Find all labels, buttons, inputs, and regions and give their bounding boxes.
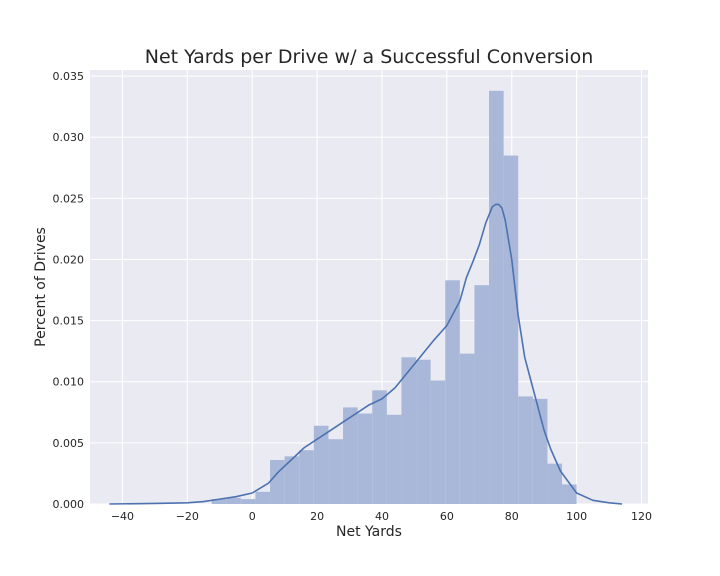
x-tick-label: 120: [631, 510, 652, 523]
y-tick-label: 0.010: [53, 376, 85, 389]
x-tick-label: 100: [566, 510, 587, 523]
histogram-bar: [284, 456, 300, 504]
density-curve: [109, 203, 623, 505]
histogram-bar: [562, 484, 577, 504]
y-tick-label: 0.020: [53, 253, 85, 266]
y-tick-label: 0.000: [53, 498, 85, 511]
histogram-bar: [503, 155, 519, 505]
x-tick-label: −40: [111, 510, 134, 523]
histogram-bar: [357, 413, 373, 504]
histogram-bar: [474, 285, 490, 504]
histogram-bar: [489, 90, 504, 505]
x-tick-label: 40: [375, 510, 389, 523]
histogram-bar: [547, 463, 563, 504]
x-tick-label: 60: [440, 510, 454, 523]
histogram-bar: [299, 450, 314, 504]
y-tick-label: 0.005: [53, 437, 85, 450]
x-tick-label: −20: [176, 510, 199, 523]
y-tick-label: 0.030: [53, 131, 85, 144]
histogram-bar: [459, 353, 475, 504]
x-tick-label: 20: [310, 510, 324, 523]
histogram-bar: [255, 491, 271, 504]
y-tick-label: 0.025: [53, 192, 85, 205]
y-tick-label: 0.035: [53, 70, 85, 83]
histogram-bar: [211, 499, 227, 504]
x-axis-label: Net Yards: [336, 524, 402, 540]
histogram-bar: [343, 407, 358, 504]
histogram-bar: [372, 390, 387, 504]
histogram-bar: [270, 459, 285, 504]
x-axis-ticks: −40 −20 0 20 40 60 80 100 120: [111, 510, 652, 523]
histogram-bar: [401, 357, 417, 504]
histogram-bar: [313, 425, 329, 504]
histogram-bars: [211, 90, 577, 505]
y-tick-label: 0.015: [53, 315, 85, 328]
histogram-bar: [532, 398, 548, 504]
histogram-bar: [328, 439, 344, 504]
histogram-bar: [386, 414, 402, 504]
histogram-bar: [445, 280, 460, 504]
histogram-bar: [518, 396, 533, 504]
histogram-bar: [240, 499, 256, 504]
histogram-bar: [226, 497, 241, 504]
y-axis-ticks: 0.000 0.005 0.010 0.015 0.020 0.025 0.030 0.035: [53, 70, 85, 511]
y-axis-label: Percent of Drives: [33, 227, 49, 347]
x-tick-label: 80: [505, 510, 519, 523]
histogram-bar: [416, 359, 431, 504]
x-tick-label: 0: [249, 510, 256, 523]
histogram-bar: [430, 380, 446, 504]
chart-title: Net Yards per Drive w/ a Successful Conv…: [145, 46, 594, 68]
